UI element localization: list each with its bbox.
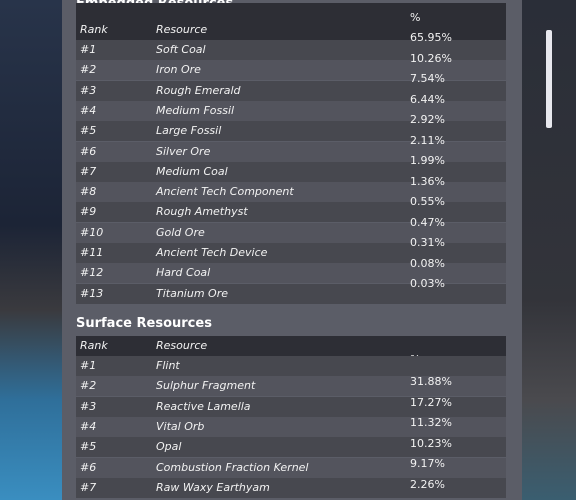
table-row: [76, 161, 506, 182]
percent: 10.23%: [410, 436, 452, 450]
rank: #4: [80, 419, 97, 433]
percent: 1.99%: [410, 154, 445, 167]
rank: #5: [80, 440, 97, 454]
table-row: [76, 283, 506, 304]
resource: Combustion Fraction Kernel: [156, 460, 309, 474]
table-row: [76, 263, 506, 284]
rank: #7: [80, 164, 97, 178]
percent: 0.47%: [410, 215, 445, 229]
resource: Vital Orb: [156, 419, 205, 433]
resource: Soft Coal: [156, 43, 206, 56]
percent: 11.32%: [410, 416, 452, 429]
resource: Large Fossil: [156, 124, 222, 138]
table-row: [76, 182, 506, 203]
table-row: [76, 477, 506, 498]
resource: Titanium Ore: [156, 286, 228, 300]
resource: Sulphur Fragment: [156, 379, 256, 393]
percent: 1.36%: [410, 174, 445, 188]
rank: #12: [80, 266, 104, 280]
percent: 2.92%: [410, 113, 445, 126]
table-row: [76, 437, 506, 458]
resource: Opal: [156, 440, 182, 454]
section-title: Surface Resources: [76, 316, 212, 331]
rank: #1: [80, 43, 97, 56]
column-header: Resource: [156, 339, 208, 352]
resource: Ancient Tech Device: [156, 246, 268, 259]
percent: 0.08%: [410, 256, 445, 270]
rank: #10: [80, 225, 104, 239]
table-row: [76, 121, 506, 142]
percent: 7.54%: [410, 72, 445, 85]
rank: #3: [80, 399, 97, 413]
column-header: Rank: [80, 23, 108, 36]
scrollbar[interactable]: [546, 30, 552, 128]
table-row: [76, 396, 506, 417]
percent: 0.31%: [410, 236, 445, 249]
resource: Ancient Tech Component: [156, 185, 294, 199]
percent: 6.44%: [410, 92, 445, 106]
table-row: [76, 356, 506, 376]
table-row: [76, 222, 506, 243]
resource: Flint: [156, 359, 180, 372]
rank: #8: [80, 185, 97, 199]
percent: 31.88%: [410, 375, 452, 388]
resource: Raw Waxy Earthyam: [156, 480, 270, 494]
rank: #4: [80, 103, 97, 117]
rank: #13: [80, 286, 104, 300]
percent: 10.26%: [410, 51, 452, 65]
table-row: [76, 40, 506, 60]
scene-left: [0, 0, 62, 500]
resource: Hard Coal: [156, 266, 211, 280]
resource: Rough Amethyst: [156, 205, 248, 219]
percent: 2.11%: [410, 133, 445, 147]
rank: #2: [80, 379, 97, 393]
percent: 9.17%: [410, 457, 445, 470]
rank: #6: [80, 144, 97, 158]
resource: Iron Ore: [156, 63, 201, 77]
column-header: Rank: [80, 339, 108, 352]
rank: #5: [80, 124, 97, 138]
rank: #9: [80, 205, 97, 219]
resource: Medium Fossil: [156, 103, 235, 117]
resource: Rough Emerald: [156, 83, 241, 97]
percent: 0.55%: [410, 195, 445, 208]
rank: #6: [80, 460, 97, 474]
resource: Gold Ore: [156, 225, 205, 239]
table-row: [76, 80, 506, 101]
table-row: [76, 141, 506, 162]
rank: #7: [80, 480, 97, 494]
table-row: [76, 376, 506, 397]
table-row: [76, 60, 506, 81]
resource: Silver Ore: [156, 144, 211, 158]
percent: 17.27%: [410, 395, 452, 409]
resource: Reactive Lamella: [156, 399, 251, 413]
column-header: Resource: [156, 23, 208, 36]
percent: 2.26%: [410, 477, 445, 491]
table-row: [76, 243, 506, 263]
percent: 65.95%: [410, 31, 452, 44]
table-header: [76, 3, 506, 40]
table-header: [76, 336, 506, 356]
rank: #1: [80, 359, 97, 372]
table-row: [76, 202, 506, 223]
rank: #3: [80, 83, 97, 97]
column-header: %: [410, 11, 421, 24]
table-row: [76, 457, 506, 478]
resource: Medium Coal: [156, 164, 228, 178]
table-row: [76, 416, 506, 437]
rank: #11: [80, 246, 104, 259]
rank: #2: [80, 63, 97, 77]
percent: 0.03%: [410, 277, 445, 290]
table-row: [76, 100, 506, 121]
